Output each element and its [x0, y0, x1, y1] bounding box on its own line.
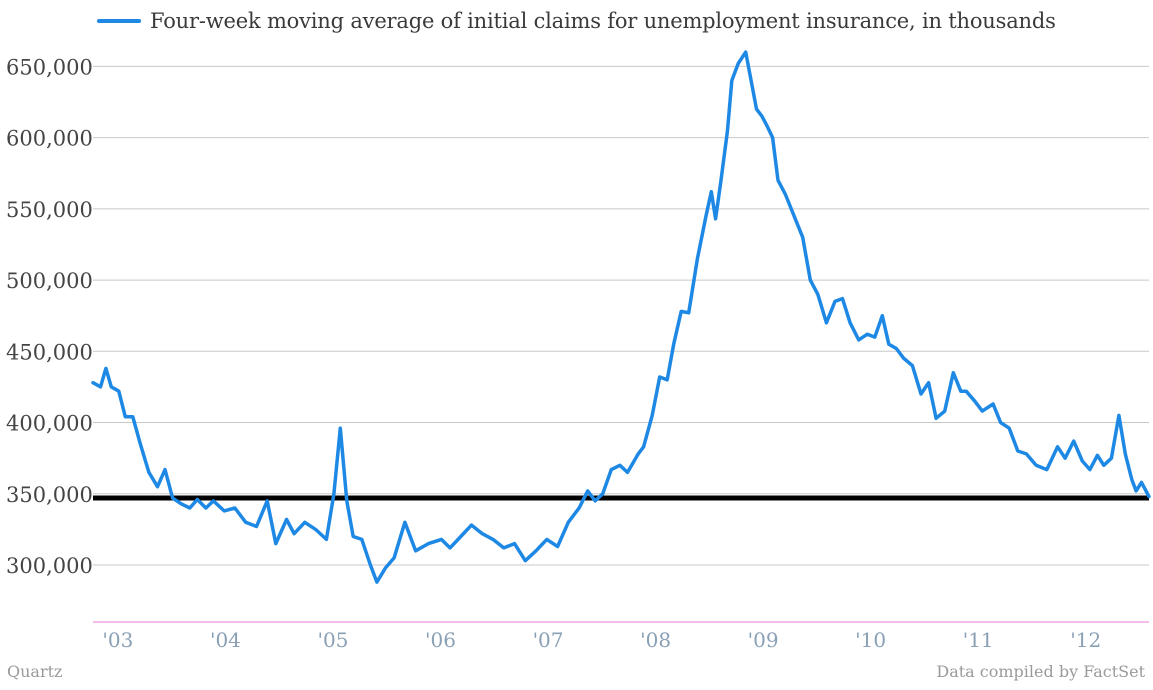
x-tick-label: '10: [855, 628, 886, 652]
y-tick-label: 550,000: [6, 198, 93, 222]
x-axis-tick-labels: '03 '04 '05 '06 '07 '08 '09 '10 '11 '12: [102, 628, 1101, 652]
y-tick-label: 300,000: [6, 554, 93, 578]
x-tick-label: '11: [963, 628, 994, 652]
series-lines: [91, 50, 1151, 584]
y-tick-label: 500,000: [6, 269, 93, 293]
x-tick-label: '05: [317, 628, 348, 652]
x-tick-label: '06: [425, 628, 456, 652]
y-tick-label: 600,000: [6, 127, 93, 151]
x-tick-label: '08: [640, 628, 671, 652]
legend: Four-week moving average of initial clai…: [97, 6, 1056, 36]
x-tick-label: '12: [1070, 628, 1101, 652]
source-credit-right: Data compiled by FactSet: [936, 662, 1145, 681]
y-tick-label: 350,000: [6, 483, 93, 507]
y-tick-label: 650,000: [6, 55, 93, 79]
y-tick-label: 400,000: [6, 412, 93, 436]
y-tick-label: 450,000: [6, 340, 93, 364]
x-tick-label: '07: [533, 628, 564, 652]
legend-swatch: [97, 19, 141, 23]
x-tick-label: '09: [748, 628, 779, 652]
source-credit-left: Quartz: [7, 662, 63, 681]
series-line: [91, 50, 1151, 584]
legend-label: Four-week moving average of initial clai…: [150, 9, 1056, 33]
gridlines: [93, 65, 1149, 566]
x-tick-label: '04: [210, 628, 241, 652]
x-tick-label: '03: [102, 628, 133, 652]
y-axis-tick-labels: 300,000 350,000 400,000 450,000 500,000 550,0…: [6, 55, 93, 578]
